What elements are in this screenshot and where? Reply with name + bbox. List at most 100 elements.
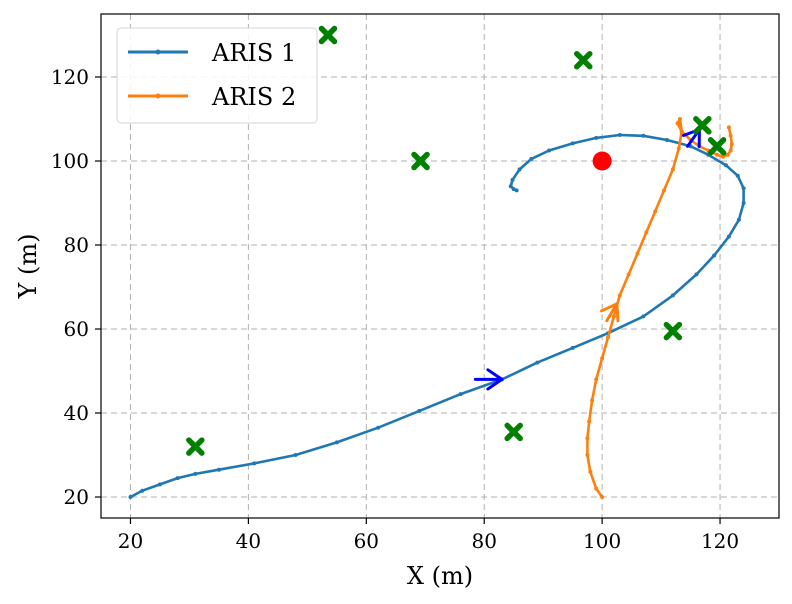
x-tick-label: 20 <box>118 529 143 553</box>
series-point-aris-2 <box>617 293 622 298</box>
series-point-aris-1 <box>529 156 534 161</box>
series-point-aris-1 <box>510 177 515 182</box>
series-point-aris-1 <box>712 253 717 258</box>
green-cross-marker <box>663 321 683 341</box>
green-cross-marker <box>504 422 523 442</box>
green-cross-stroke <box>574 50 593 70</box>
series-point-aris-2 <box>600 495 605 499</box>
series-point-aris-2 <box>677 117 682 121</box>
series-point-aris-1 <box>128 495 133 499</box>
series-point-aris-1 <box>193 471 198 476</box>
series-point-aris-2 <box>611 314 616 319</box>
y-tick-label: 60 <box>64 317 89 341</box>
red-circle-marker <box>592 151 612 171</box>
series-point-aris-1 <box>570 141 575 146</box>
series-point-aris-2 <box>715 152 720 157</box>
plot-frame <box>100 13 780 519</box>
series-point-aris-2 <box>585 453 590 457</box>
series-point-aris-2 <box>600 356 605 361</box>
y-tick-label: 20 <box>64 485 89 509</box>
plot-area <box>128 25 746 499</box>
series-point-aris-2 <box>729 142 734 147</box>
series-point-aris-1 <box>570 345 575 350</box>
series-point-aris-2 <box>644 230 649 235</box>
series-point-aris-2 <box>653 209 658 214</box>
arrow-layer <box>473 128 701 391</box>
series-point-aris-2 <box>635 251 640 256</box>
x-tick-label: 40 <box>236 529 261 553</box>
series-point-aris-2 <box>606 335 611 340</box>
series-point-aris-1 <box>376 425 381 430</box>
series-point-aris-1 <box>735 173 740 178</box>
series-point-aris-1 <box>140 488 145 493</box>
series-point-aris-1 <box>641 314 646 319</box>
series-point-aris-1 <box>726 234 731 239</box>
x-tick-label: 80 <box>471 529 496 553</box>
series-point-aris-1 <box>723 163 728 168</box>
series-point-aris-1 <box>157 482 162 487</box>
series-point-aris-2 <box>670 167 675 172</box>
series-point-aris-1 <box>694 272 699 277</box>
series-point-aris-2 <box>588 469 593 474</box>
series-line-aris-1 <box>129 133 745 499</box>
green-cross-marker <box>411 151 430 171</box>
series-point-aris-1 <box>641 133 646 138</box>
marker-layer <box>186 25 727 456</box>
series-point-aris-1 <box>514 188 519 193</box>
axis-ticks: 20 40 60 80 100 120 20 40 60 80 100 120 <box>51 65 739 553</box>
series-point-aris-1 <box>535 360 540 365</box>
series-point-aris-2 <box>662 188 667 193</box>
green-cross-stroke <box>707 137 727 156</box>
x-tick-label: 60 <box>354 529 379 553</box>
green-cross-stroke <box>504 422 523 442</box>
series-point-aris-1 <box>517 167 522 172</box>
series-point-aris-1 <box>216 467 221 472</box>
series-point-aris-2 <box>720 154 725 159</box>
green-cross-marker <box>186 437 205 456</box>
series-point-aris-1 <box>458 392 463 397</box>
series-point-aris-2 <box>726 125 731 130</box>
series-point-aris-1 <box>417 408 422 413</box>
y-axis-label: Y (m) <box>14 234 42 300</box>
series-point-aris-1 <box>293 453 298 457</box>
series-point-aris-2 <box>587 419 592 424</box>
x-tick-label: 100 <box>583 529 621 553</box>
green-cross-marker <box>318 25 338 45</box>
green-cross-stroke <box>663 321 683 341</box>
series-point-aris-2 <box>585 436 590 441</box>
green-cross-marker <box>693 116 712 135</box>
series-point-aris-2 <box>728 148 733 153</box>
series-point-aris-1 <box>334 440 339 445</box>
y-tick-label: 100 <box>51 149 89 173</box>
series-point-aris-1 <box>741 186 746 191</box>
series-point-aris-2 <box>590 398 595 403</box>
series-point-aris-2 <box>679 129 684 134</box>
y-tick-label: 80 <box>64 233 89 257</box>
series-point-aris-2 <box>675 121 680 126</box>
green-cross-stroke <box>318 25 338 45</box>
series-point-aris-2 <box>594 377 599 382</box>
green-cross-stroke <box>693 116 712 135</box>
x-tick-label: 120 <box>701 529 739 553</box>
x-axis-label: X (m) <box>407 562 473 590</box>
legend-marker-aris-2 <box>155 93 161 99</box>
direction-arrow-head <box>599 302 620 323</box>
green-cross-stroke <box>411 151 430 171</box>
legend: ARIS 1 ARIS 2 <box>116 27 318 124</box>
series-point-aris-1 <box>664 138 669 142</box>
legend-marker-aris-1 <box>155 49 161 55</box>
series-point-aris-1 <box>594 135 599 140</box>
series-point-aris-1 <box>670 293 675 298</box>
y-tick-label: 40 <box>64 401 89 425</box>
series-point-aris-1 <box>175 476 180 481</box>
y-tick-label: 120 <box>51 65 89 89</box>
series-point-aris-1 <box>508 184 513 189</box>
series-point-aris-1 <box>741 201 746 205</box>
series-point-aris-1 <box>617 132 622 137</box>
series-point-aris-2 <box>728 133 733 138</box>
series-point-aris-2 <box>725 152 730 157</box>
legend-label-aris-2: ARIS 2 <box>211 83 296 111</box>
series-point-aris-1 <box>252 461 257 466</box>
series-point-aris-1 <box>547 148 552 153</box>
